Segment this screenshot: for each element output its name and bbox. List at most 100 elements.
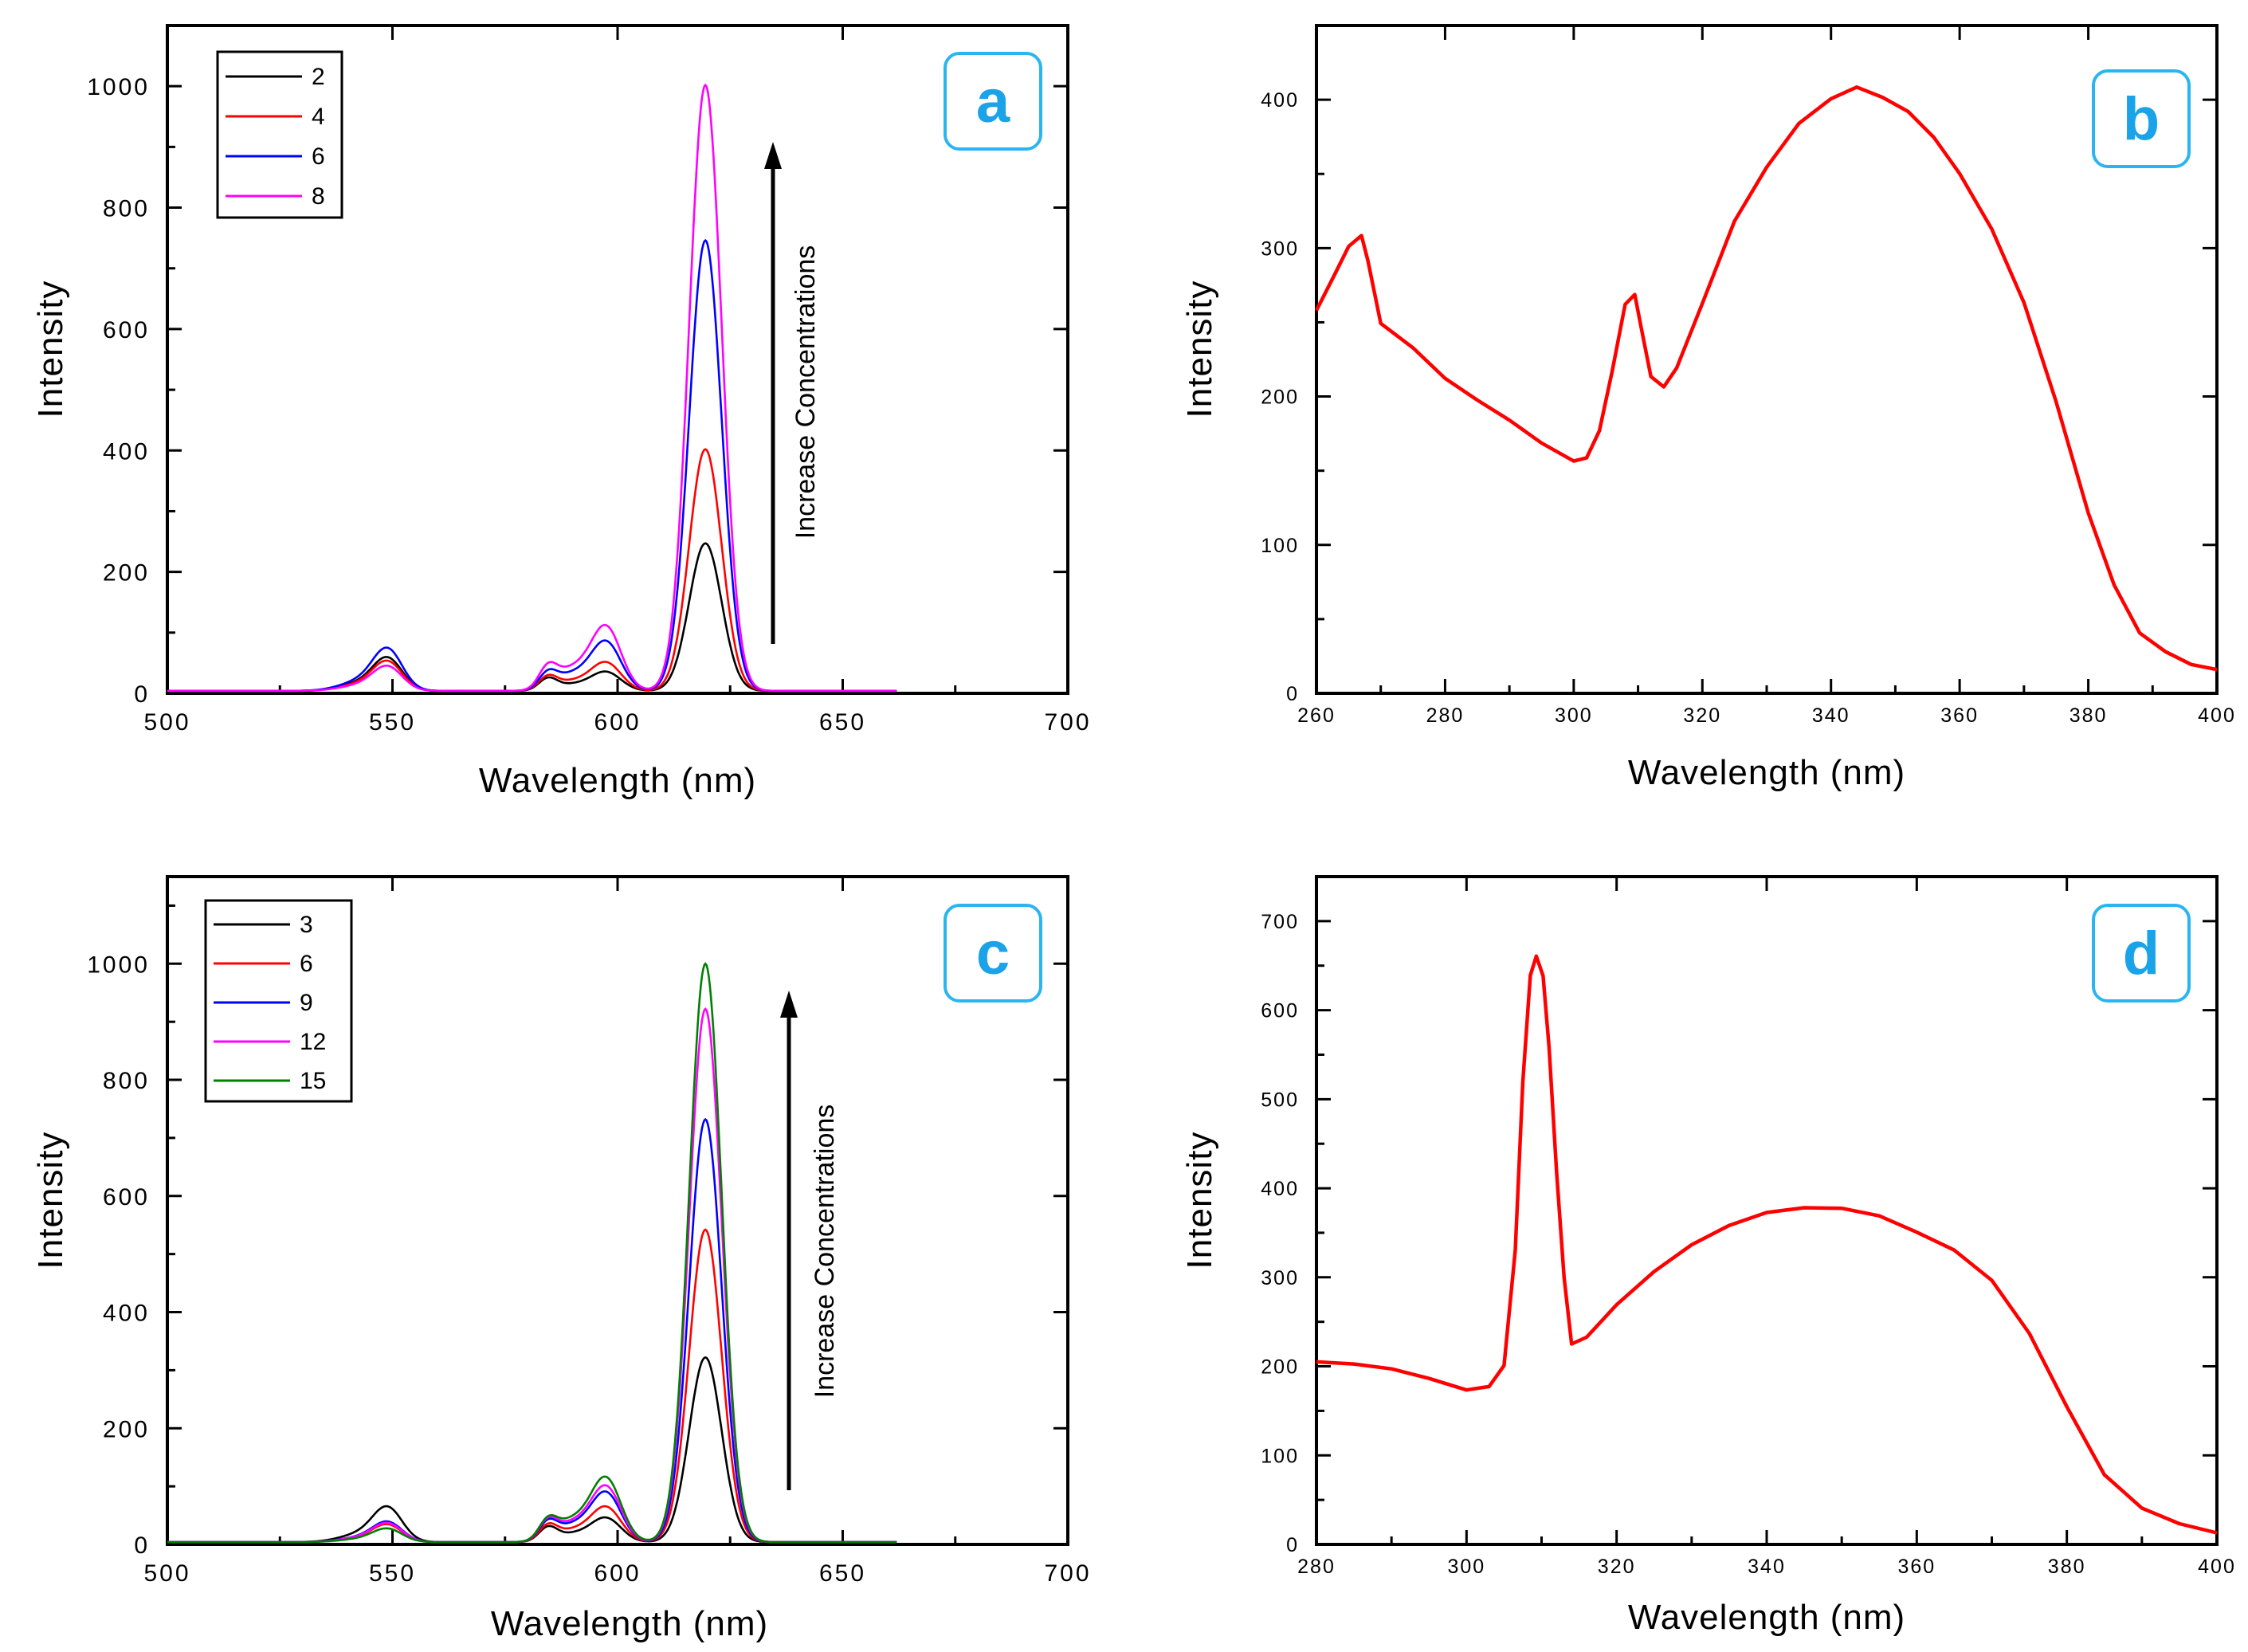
- panel-d-y-tick-label: 600: [1261, 1000, 1299, 1022]
- panel-a-y-tick-label: 200: [103, 560, 150, 587]
- panel-b-ticks: 260 280 300 320 340 360 380 400 0 100 200 300 400: [1261, 26, 2236, 727]
- panel-a-badge: [944, 52, 1042, 151]
- panel-b: 260 280 300 320 340 360 380 400 0 100 200 300 400 Wa…: [1180, 24, 2236, 792]
- panel-d-x-tick-label: 280: [1297, 1556, 1336, 1578]
- panel-a-series-6-line: [167, 238, 897, 693]
- panel-a: 500 550 600 650 700 0 200 400 600 800 1000 Wavelen…: [31, 24, 1091, 800]
- panel-c-letter: c: [976, 920, 1010, 987]
- panel-b-x-axis-title: Wavelength (nm): [1628, 753, 1905, 792]
- panel-a-series-4-line: [167, 448, 897, 693]
- panel-c-y-tick-label: 1000: [87, 952, 150, 978]
- panel-d-plot-frame: [1315, 875, 2219, 1546]
- panel-c: 500 550 600 650 700 0 200 400 600 800 1000 Wavelen…: [31, 875, 1091, 1643]
- panel-b-x-tick-label: 400: [2198, 704, 2236, 727]
- panel-b-x-tick-label: 260: [1297, 704, 1336, 727]
- panel-d-badge: [2092, 904, 2191, 1003]
- panel-d-x-tick-label: 320: [1598, 1556, 1636, 1578]
- panel-d-ticks: 280 300 320 340 360 380 400 0 100 200 300 400 500 600…: [1261, 877, 2236, 1578]
- panel-a-legend: 2 4 6 8: [226, 64, 325, 210]
- panel-a-y-tick-label: 800: [103, 196, 150, 222]
- panel-a-arrow-head: [764, 142, 782, 169]
- panel-a-letter: a: [976, 68, 1010, 135]
- panel-b-y-tick-label: 200: [1261, 387, 1299, 409]
- panel-c-x-tick-label: 700: [1044, 1560, 1091, 1587]
- panel-b-y-axis-title: Intensity: [1180, 281, 1219, 418]
- panel-d: 280 300 320 340 360 380 400 0 100 200 300 400 500 600…: [1180, 875, 2236, 1637]
- panel-a-legend-label-8: 8: [312, 183, 325, 210]
- panel-a-y-axis-title: Intensity: [31, 281, 70, 418]
- panel-d-y-axis-title: Intensity: [1180, 1132, 1219, 1269]
- panel-b-x-tick-label: 280: [1426, 704, 1465, 727]
- panel-d-x-tick-label: 300: [1447, 1556, 1485, 1578]
- panel-a-legend-label-4: 4: [312, 104, 325, 130]
- panel-c-y-tick-label: 0: [134, 1532, 150, 1559]
- panel-d-series-line: [1316, 954, 2218, 1535]
- panel-a-y-tick-label: 400: [103, 438, 150, 465]
- panel-a-series: [167, 83, 897, 693]
- panel-d-y-tick-label: 300: [1261, 1267, 1299, 1289]
- panel-d-y-tick-label: 700: [1261, 911, 1299, 933]
- panel-d-y-tick-label: 200: [1261, 1356, 1299, 1379]
- panel-d-x-tick-label: 360: [1897, 1556, 1936, 1578]
- panel-c-legend-label-3: 3: [300, 912, 313, 938]
- panel-d-y-tick-label: 500: [1261, 1089, 1299, 1111]
- panel-b-x-tick-label: 380: [2069, 704, 2108, 727]
- panel-a-annotation: Increase Concentrations: [791, 245, 821, 540]
- panel-d-y-tick-label: 0: [1286, 1534, 1299, 1556]
- panel-c-y-tick-label: 400: [103, 1301, 150, 1327]
- panel-b-x-tick-label: 320: [1683, 704, 1721, 727]
- panel-d-y-tick-label: 100: [1261, 1445, 1299, 1467]
- panel-d-letter: d: [2123, 920, 2160, 987]
- panel-c-x-tick-label: 550: [369, 1560, 416, 1587]
- panel-a-series-2-line: [167, 542, 897, 693]
- panel-a-legend-label-2: 2: [312, 64, 325, 90]
- panel-d-x-tick-label: 400: [2198, 1556, 2236, 1578]
- panel-d-x-axis-title: Wavelength (nm): [1628, 1598, 1905, 1637]
- panel-a-x-tick-label: 650: [819, 709, 866, 736]
- panel-a-legend-box: [216, 50, 343, 219]
- panel-c-ticks: 500 550 600 650 700 0 200 400 600 800 1000: [87, 877, 1091, 1587]
- panel-a-x-tick-label: 700: [1044, 709, 1091, 736]
- panel-c-legend-label-15: 15: [300, 1068, 326, 1094]
- panel-a-y-tick-label: 600: [103, 317, 150, 343]
- panel-c-legend-label-9: 9: [300, 990, 313, 1016]
- panel-c-annotation: Increase Concentrations: [810, 1105, 840, 1399]
- panel-c-y-tick-label: 800: [103, 1068, 150, 1094]
- panel-b-y-tick-label: 0: [1286, 683, 1299, 705]
- panel-b-series-line: [1314, 85, 2218, 672]
- panel-a-x-tick-label: 600: [594, 709, 641, 736]
- panel-a-x-tick-label: 550: [369, 709, 416, 736]
- panel-a-legend-label-6: 6: [312, 143, 325, 170]
- panel-c-y-tick-label: 200: [103, 1416, 150, 1442]
- panel-a-x-axis-title: Wavelength (nm): [479, 761, 756, 800]
- panel-c-legend: 3 6 9 12 15: [214, 912, 326, 1094]
- panel-b-x-tick-label: 360: [1940, 704, 1979, 727]
- panel-b-series: [1314, 85, 2218, 672]
- panel-c-legend-label-12: 12: [300, 1029, 326, 1055]
- panel-a-y-tick-label: 0: [134, 681, 150, 708]
- panel-b-x-tick-label: 340: [1812, 704, 1850, 727]
- panel-c-x-tick-label: 650: [819, 1560, 866, 1587]
- panel-c-x-axis-title: Wavelength (nm): [491, 1604, 768, 1643]
- panel-b-plot-frame: [1315, 24, 2219, 695]
- panel-b-y-tick-label: 300: [1261, 237, 1299, 260]
- panel-c-y-tick-label: 600: [103, 1184, 150, 1211]
- panel-c-arrow-head: [780, 991, 798, 1018]
- panel-d-x-tick-label: 340: [1748, 1556, 1786, 1578]
- panel-d-series: [1316, 954, 2218, 1535]
- panel-c-badge: [944, 904, 1042, 1003]
- panel-d-y-tick-label: 400: [1261, 1178, 1299, 1200]
- panel-b-badge: [2092, 69, 2191, 168]
- panel-a-y-tick-label: 1000: [87, 74, 150, 100]
- panel-c-x-tick-label: 500: [143, 1560, 190, 1587]
- panel-a-series-8-line: [167, 83, 897, 693]
- panel-b-y-tick-label: 100: [1261, 535, 1299, 557]
- panel-c-series-15-line: [167, 962, 897, 1544]
- panel-b-letter: b: [2123, 85, 2160, 153]
- panel-a-ticks: 500 550 600 650 700 0 200 400 600 800 1000: [87, 26, 1091, 736]
- panel-c-y-axis-title: Intensity: [31, 1132, 70, 1269]
- panel-c-x-tick-label: 600: [594, 1560, 641, 1587]
- panel-c-legend-box: [204, 899, 353, 1103]
- panel-a-x-tick-label: 500: [143, 709, 190, 736]
